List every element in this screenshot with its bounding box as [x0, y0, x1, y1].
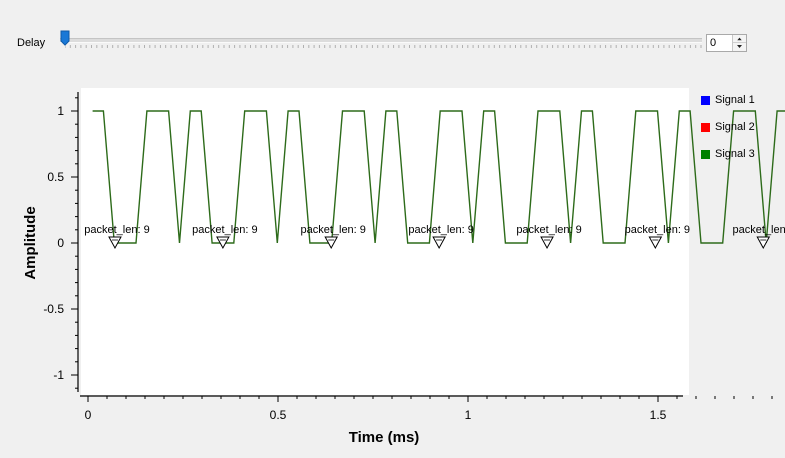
stream-tag[interactable]: packet_len: 9	[192, 224, 258, 250]
legend-label: Signal 3	[715, 148, 755, 160]
stream-tag[interactable]: packet_len: 9	[625, 224, 690, 250]
tag-label: packet_len: 9	[192, 224, 257, 236]
x-tick-label: 0	[85, 408, 92, 422]
tag-label: packet_len: 9	[516, 224, 581, 236]
signal-trace	[92, 110, 785, 244]
legend-swatch	[701, 96, 710, 105]
y-tick-label: 0.5	[47, 170, 64, 184]
legend-label: Signal 1	[715, 94, 755, 106]
slider-handle[interactable]	[60, 30, 70, 46]
spin-buttons	[732, 35, 746, 51]
tag-label: packet_len: 9	[84, 224, 149, 236]
y-tick-label: 0	[57, 236, 64, 250]
legend-swatch	[701, 123, 710, 132]
y-tick-label: -0.5	[43, 302, 64, 316]
stream-tag[interactable]: packet_len: 9	[733, 224, 785, 250]
x-tick-label: 1.5	[650, 408, 667, 422]
plot-axes: 10.50-0.5-100.511.522.53	[43, 92, 773, 422]
x-tick-label: 1	[465, 408, 472, 422]
tag-label: packet_len: 9	[733, 224, 785, 236]
tag-label: packet_len: 9	[408, 224, 473, 236]
tag-label: packet_len: 9	[625, 224, 690, 236]
y-tick-label: -1	[53, 368, 64, 382]
signal-3-line	[92, 110, 785, 244]
spin-up-icon[interactable]	[733, 35, 746, 43]
delay-spinbox-value[interactable]: 0	[710, 37, 717, 49]
tag-label: packet_len: 9	[300, 224, 365, 236]
slider-groove	[60, 38, 702, 43]
delay-spinbox[interactable]: 0	[706, 34, 747, 52]
x-tick-label: 0.5	[270, 408, 287, 422]
stream-tag[interactable]: packet_len: 9	[84, 224, 150, 250]
delay-label: Delay	[17, 37, 46, 49]
legend-label: Signal 2	[715, 121, 755, 133]
x-axis-label: Time (ms)	[349, 429, 420, 446]
y-tick-label: 1	[57, 104, 64, 118]
tag-marker-icon	[756, 236, 771, 250]
stream-tags: packet_len: 9 packet_len: 9 packet_len: 9 p…	[84, 224, 785, 250]
legend-swatch	[701, 150, 710, 159]
slider-ticks	[65, 45, 702, 48]
delay-slider[interactable]	[60, 30, 702, 54]
stream-tag[interactable]: packet_len: 9	[516, 224, 582, 250]
plot-canvas	[81, 88, 689, 395]
stream-tag[interactable]: packet_len: 9	[408, 224, 474, 250]
stream-tag[interactable]: packet_len: 9	[300, 224, 366, 250]
y-axis-label: Amplitude	[22, 206, 39, 279]
spin-down-icon[interactable]	[733, 43, 746, 51]
